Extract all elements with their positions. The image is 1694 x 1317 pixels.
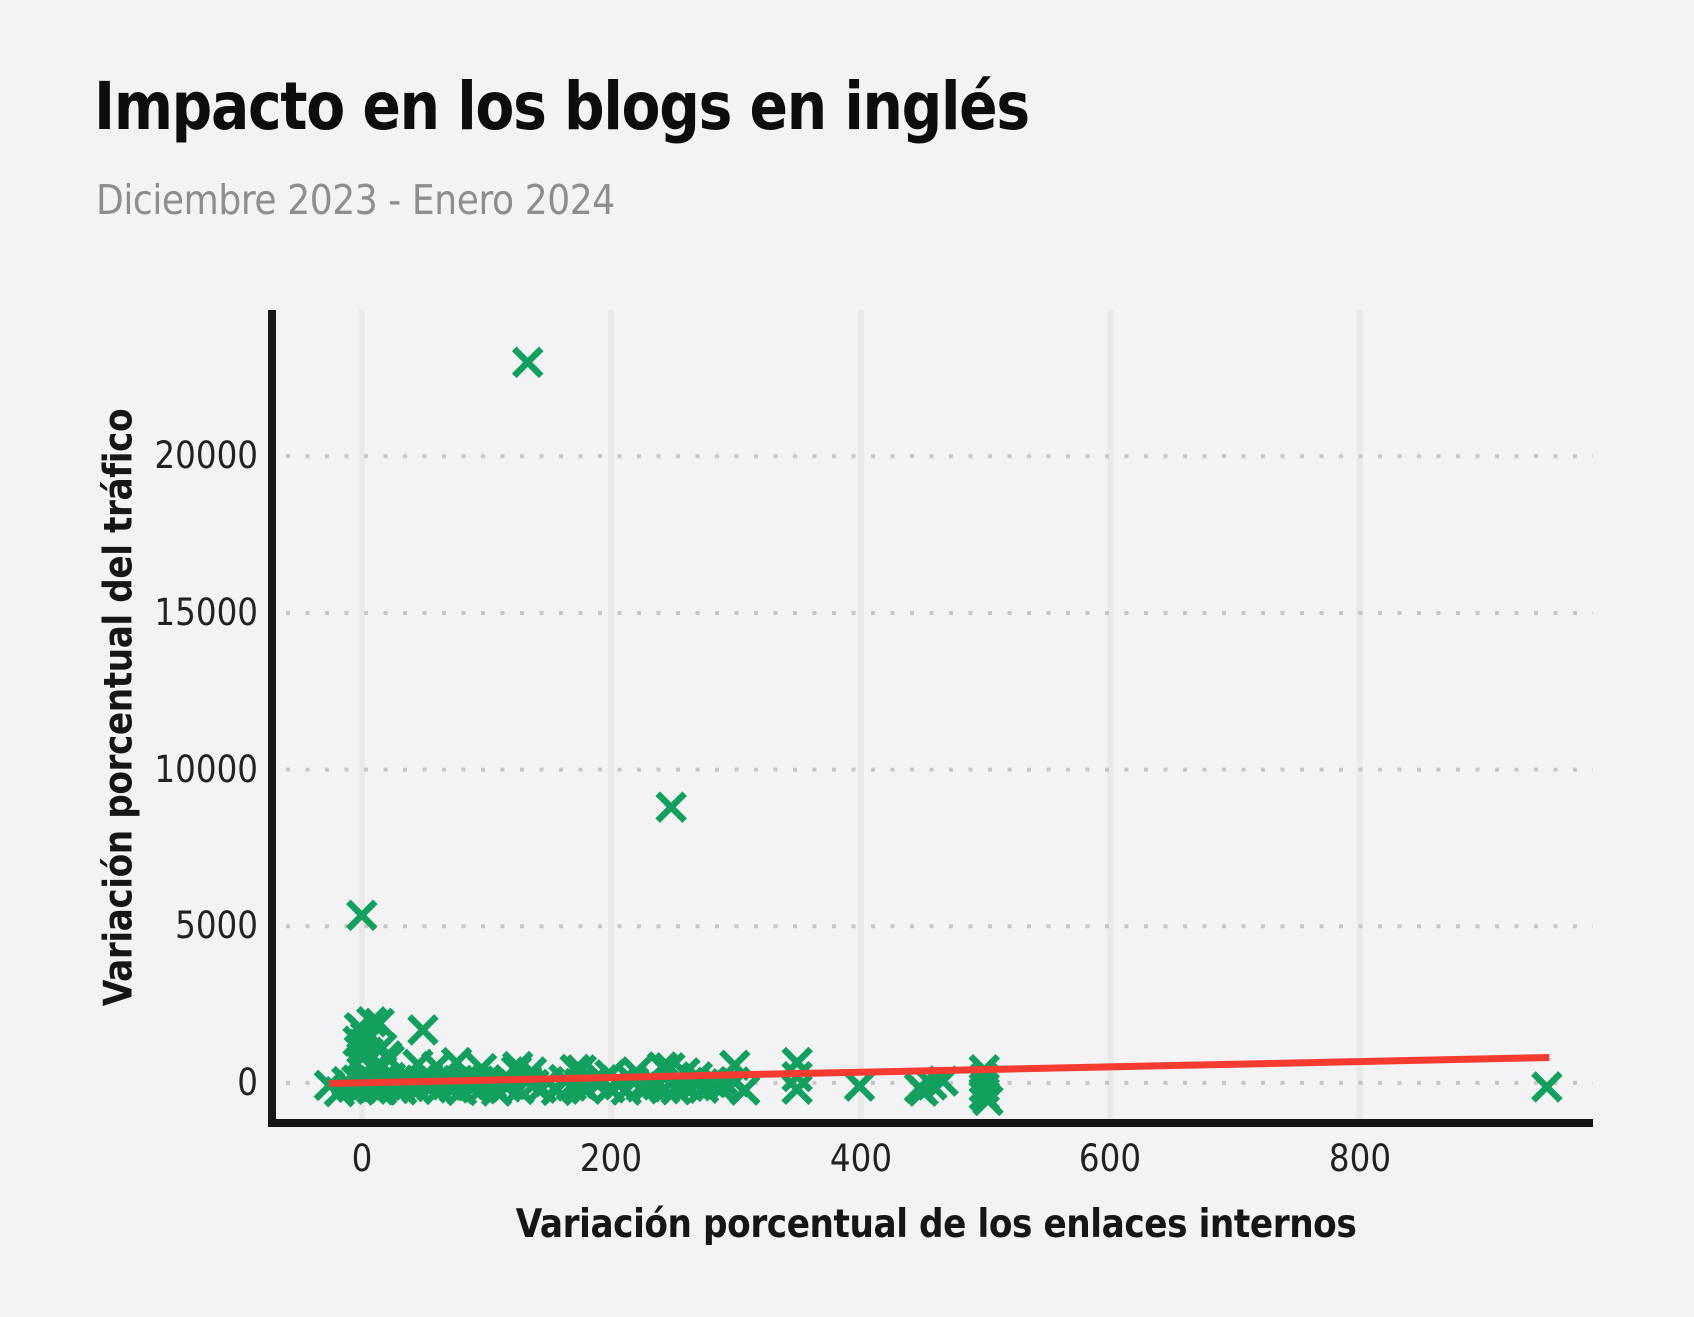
x-tick-label: 200: [580, 1137, 643, 1180]
x-tick-label: 800: [1328, 1137, 1391, 1180]
chart-title: Impacto en los blogs en inglés: [94, 68, 1030, 145]
x-tick-label: 400: [829, 1137, 892, 1180]
chart-subtitle: Diciembre 2023 - Enero 2024: [96, 176, 615, 224]
scatter-points: [313, 346, 1563, 1117]
scatter-point: [1531, 1071, 1563, 1103]
scatter-point: [781, 1073, 813, 1105]
horizontal-gridlines: [286, 454, 1593, 1085]
axis-spines: [268, 310, 1593, 1127]
y-axis-title: Variación porcentual del tráfico: [96, 408, 142, 1007]
scatter-point: [655, 791, 687, 823]
y-tick-label: 5000: [175, 904, 258, 948]
scatter-point: [346, 899, 378, 932]
x-tick-label: 600: [1079, 1137, 1142, 1180]
scatter-point: [972, 1084, 1004, 1117]
scatter-point: [407, 1014, 439, 1046]
y-tick-label: 10000: [154, 747, 258, 791]
y-tick-label: 20000: [154, 434, 258, 478]
x-axis-title: Variación porcentual de los enlaces inte…: [515, 1202, 1357, 1247]
y-tick-label: 0: [237, 1060, 258, 1104]
scatter-point: [728, 1074, 761, 1106]
vertical-gridlines: [358, 310, 1363, 1120]
scatter-point: [843, 1070, 876, 1102]
x-tick-label: 0: [351, 1137, 373, 1180]
trend-line: [329, 1054, 1550, 1088]
scatter-point: [511, 346, 544, 379]
y-tick-label: 15000: [154, 590, 258, 634]
